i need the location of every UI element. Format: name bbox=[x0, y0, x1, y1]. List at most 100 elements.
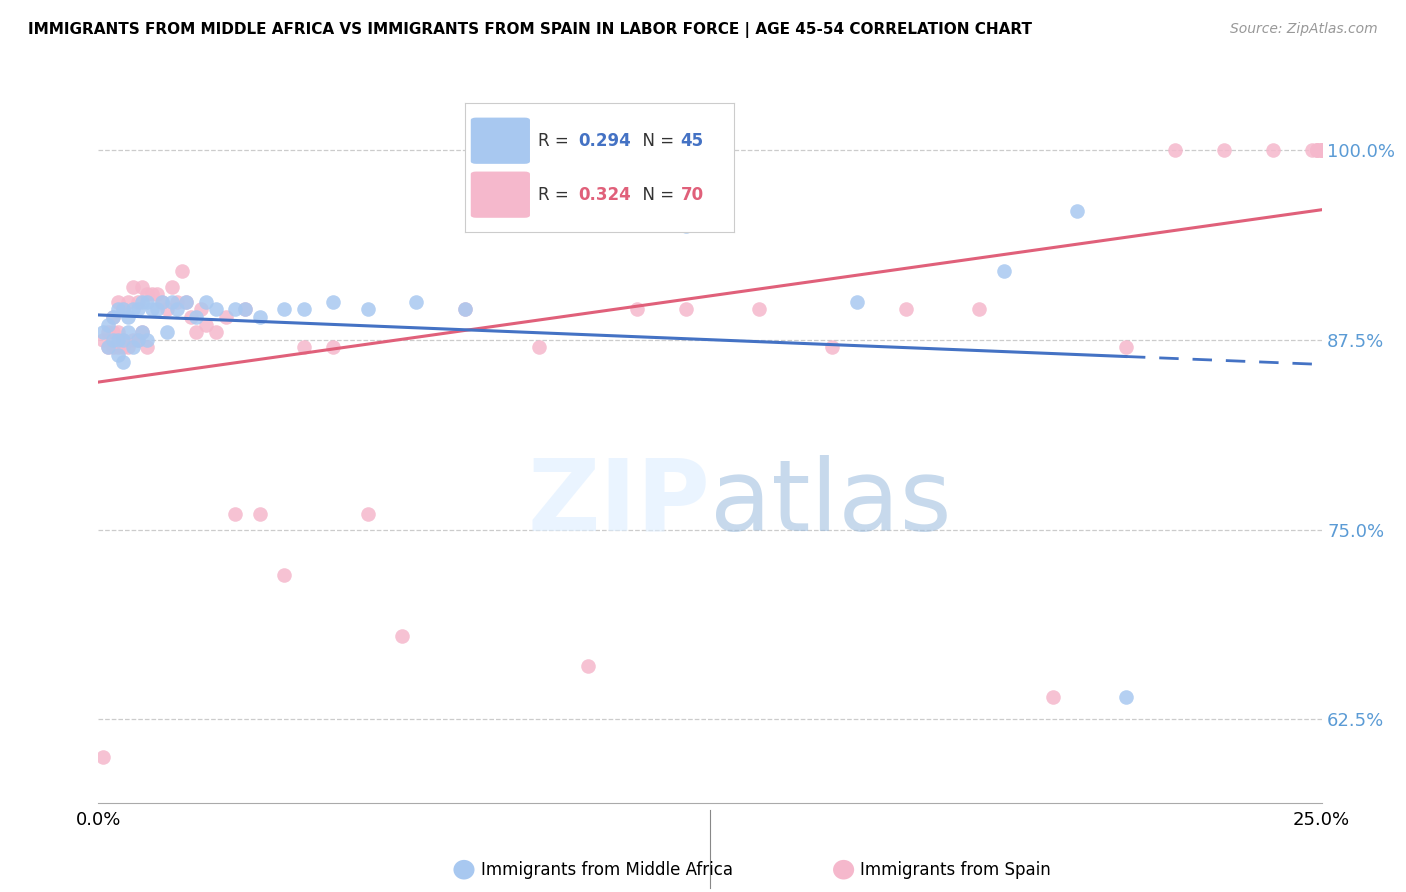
Point bbox=[136, 340, 159, 354]
Point bbox=[967, 302, 990, 317]
Point bbox=[1306, 143, 1329, 157]
Point bbox=[107, 348, 129, 362]
Point bbox=[160, 294, 183, 309]
Point bbox=[1310, 143, 1333, 157]
Point bbox=[190, 302, 212, 317]
Point bbox=[160, 279, 183, 293]
Point bbox=[454, 302, 477, 317]
Point bbox=[170, 264, 193, 278]
Point bbox=[356, 508, 378, 522]
Point bbox=[127, 294, 149, 309]
Point bbox=[107, 333, 129, 347]
Point bbox=[121, 279, 143, 293]
Point bbox=[1310, 143, 1333, 157]
Point bbox=[176, 294, 198, 309]
Point bbox=[1310, 143, 1333, 157]
Point bbox=[101, 333, 124, 347]
Point bbox=[233, 302, 256, 317]
Point bbox=[97, 340, 120, 354]
Text: atlas: atlas bbox=[710, 455, 952, 551]
Point bbox=[176, 294, 198, 309]
Text: Source: ZipAtlas.com: Source: ZipAtlas.com bbox=[1230, 22, 1378, 37]
Point bbox=[121, 340, 143, 354]
Point bbox=[1115, 340, 1137, 354]
Point bbox=[97, 325, 120, 339]
Point bbox=[136, 333, 159, 347]
Text: Immigrants from Spain: Immigrants from Spain bbox=[860, 861, 1052, 879]
Point bbox=[214, 310, 236, 324]
Point bbox=[748, 302, 770, 317]
Point bbox=[136, 294, 159, 309]
Point bbox=[156, 302, 179, 317]
Text: Immigrants from Middle Africa: Immigrants from Middle Africa bbox=[481, 861, 733, 879]
Point bbox=[1261, 143, 1284, 157]
Point bbox=[224, 508, 246, 522]
Point bbox=[675, 302, 697, 317]
Point bbox=[91, 325, 114, 339]
Point bbox=[454, 302, 477, 317]
Point bbox=[186, 325, 208, 339]
Point bbox=[576, 659, 599, 673]
Point bbox=[141, 287, 163, 301]
Point bbox=[1164, 143, 1187, 157]
Point bbox=[101, 340, 124, 354]
Point bbox=[1212, 143, 1234, 157]
Point bbox=[180, 310, 202, 324]
Point bbox=[249, 508, 271, 522]
Point bbox=[117, 294, 139, 309]
Point bbox=[1066, 203, 1088, 218]
Point bbox=[626, 302, 648, 317]
Point bbox=[131, 294, 153, 309]
Point bbox=[107, 294, 129, 309]
Point bbox=[1115, 690, 1137, 704]
Point bbox=[224, 302, 246, 317]
Point bbox=[166, 302, 188, 317]
Point bbox=[111, 340, 134, 354]
Point bbox=[233, 302, 256, 317]
Point bbox=[1306, 143, 1329, 157]
Point bbox=[121, 333, 143, 347]
Point bbox=[146, 302, 169, 317]
Point bbox=[405, 294, 427, 309]
Point bbox=[356, 302, 378, 317]
Point bbox=[97, 318, 120, 332]
Point bbox=[205, 325, 228, 339]
Point bbox=[107, 340, 129, 354]
Point bbox=[894, 302, 917, 317]
Point bbox=[150, 294, 173, 309]
Point bbox=[136, 287, 159, 301]
Point bbox=[322, 294, 344, 309]
Point bbox=[117, 310, 139, 324]
Point bbox=[127, 333, 149, 347]
Point bbox=[1310, 143, 1333, 157]
Point bbox=[107, 302, 129, 317]
Point bbox=[127, 302, 149, 317]
Point bbox=[675, 219, 697, 233]
Point bbox=[97, 340, 120, 354]
Point bbox=[131, 279, 153, 293]
Point bbox=[131, 325, 153, 339]
Point bbox=[166, 294, 188, 309]
Point bbox=[1306, 143, 1329, 157]
Point bbox=[156, 325, 179, 339]
Point bbox=[527, 340, 550, 354]
Point bbox=[91, 750, 114, 764]
Point bbox=[186, 310, 208, 324]
Text: ZIP: ZIP bbox=[527, 455, 710, 551]
Point bbox=[111, 302, 134, 317]
Point bbox=[292, 340, 315, 354]
Point bbox=[111, 302, 134, 317]
Point bbox=[273, 568, 295, 582]
Point bbox=[117, 325, 139, 339]
Point bbox=[845, 294, 868, 309]
Point bbox=[101, 310, 124, 324]
Point bbox=[91, 333, 114, 347]
Point bbox=[101, 325, 124, 339]
Point bbox=[292, 302, 315, 317]
Text: IMMIGRANTS FROM MIDDLE AFRICA VS IMMIGRANTS FROM SPAIN IN LABOR FORCE | AGE 45-5: IMMIGRANTS FROM MIDDLE AFRICA VS IMMIGRA… bbox=[28, 22, 1032, 38]
Point bbox=[111, 333, 134, 347]
Point bbox=[391, 629, 413, 643]
Point bbox=[322, 340, 344, 354]
Point bbox=[195, 294, 218, 309]
Point bbox=[1310, 143, 1333, 157]
